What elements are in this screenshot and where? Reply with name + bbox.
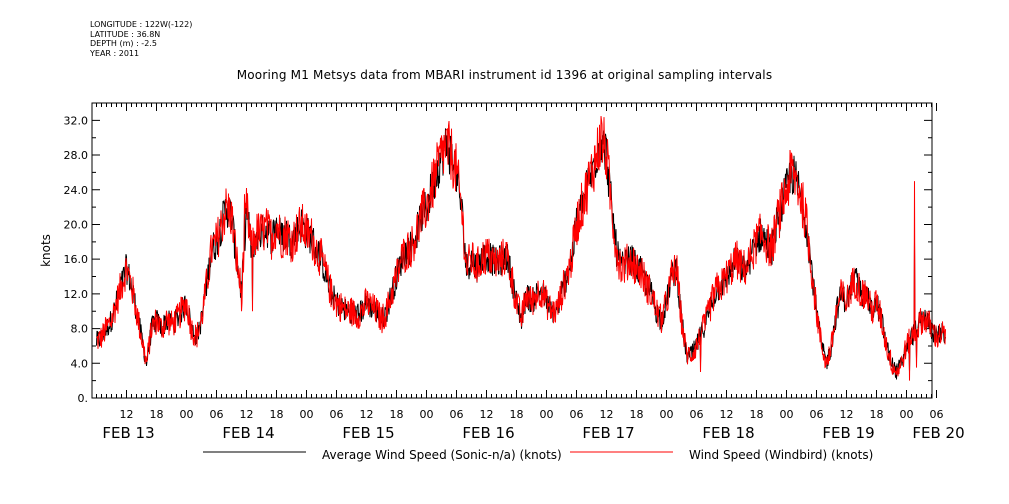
y-tick-label: 4.0 [71,357,89,370]
date-label: FEB 13 [102,424,154,442]
x-tick-label: 12 [840,408,854,421]
legend: Average Wind Speed (Sonic-n/a) (knots) W… [203,448,873,462]
x-tick-labels: 12 18 00 06 12 18 00 06 12 18 00 06 12 18 00 06 12 18 00 06… [120,408,944,421]
legend-label-average-wind-speed: Average Wind Speed (Sonic-n/a) (knots) [322,448,562,462]
y-tick-label: 8.0 [71,323,89,336]
series-average-wind-speed [96,128,946,380]
x-tick-label: 06 [570,408,584,421]
x-tick-label: 06 [450,408,464,421]
y-tick-label: 24.0 [64,184,89,197]
y-tick-label: 20.0 [64,218,89,231]
x-tick-label: 12 [600,408,614,421]
year-text: YEAR : 2011 [90,48,140,58]
date-label: FEB 20 [912,424,964,442]
date-label: FEB 19 [822,424,874,442]
x-tick-label: 18 [390,408,404,421]
x-tick-label: 00 [420,408,434,421]
y-tick-labels: 0. 4.0 8.0 12.0 16.0 20.0 24.0 28.0 32.0 [64,114,89,405]
y-tick-label: 12.0 [64,288,89,301]
x-tick-label: 00 [300,408,314,421]
x-tick-label: 12 [720,408,734,421]
axis-ticks [92,102,937,399]
chart-title: Mooring M1 Metsys data from MBARI instru… [236,68,773,82]
x-tick-label: 18 [750,408,764,421]
x-tick-label: 00 [900,408,914,421]
longitude-text: LONGITUDE : 122W(-122) [90,20,193,29]
x-tick-label: 06 [930,408,944,421]
date-label: FEB 17 [582,424,634,442]
series-windbird-wind-speed [96,116,946,381]
date-label: FEB 14 [222,424,274,442]
x-tick-label: 00 [540,408,554,421]
x-tick-label: 06 [330,408,344,421]
x-tick-label: 12 [360,408,374,421]
date-labels: FEB 13 FEB 14 FEB 15 FEB 16 FEB 17 FEB 18 FEB … [102,424,964,442]
x-tick-label: 00 [660,408,674,421]
x-tick-label: 18 [510,408,524,421]
legend-label-windbird-wind-speed: Wind Speed (Windbird) (knots) [689,448,873,462]
x-tick-label: 06 [810,408,824,421]
y-axis-label: knots [39,234,53,267]
x-tick-label: 18 [870,408,884,421]
x-tick-label: 12 [240,408,254,421]
x-tick-label: 00 [780,408,794,421]
x-minor-ticks [96,103,932,398]
y-tick-label: 32.0 [64,114,89,127]
x-tick-label: 18 [270,408,284,421]
latitude-text: LATITUDE : 36.8N [90,29,161,39]
x-tick-label: 06 [210,408,224,421]
date-label: FEB 18 [702,424,754,442]
date-label: FEB 15 [342,424,394,442]
x-tick-label: 12 [480,408,494,421]
x-major-ticks [126,103,937,398]
y-tick-label: 0. [78,392,89,405]
date-label: FEB 16 [462,424,514,442]
x-tick-label: 06 [690,408,704,421]
y-tick-label: 16.0 [64,253,89,266]
location-metadata: LONGITUDE : 122W(-122) LATITUDE : 36.8N … [90,20,192,58]
x-tick-label: 18 [630,408,644,421]
x-tick-label: 12 [120,408,134,421]
plot-frame [91,102,933,399]
y-tick-label: 28.0 [64,149,89,162]
x-tick-label: 00 [180,408,194,421]
x-tick-label: 18 [150,408,164,421]
depth-text: DEPTH (m) : -2.5 [90,39,157,48]
